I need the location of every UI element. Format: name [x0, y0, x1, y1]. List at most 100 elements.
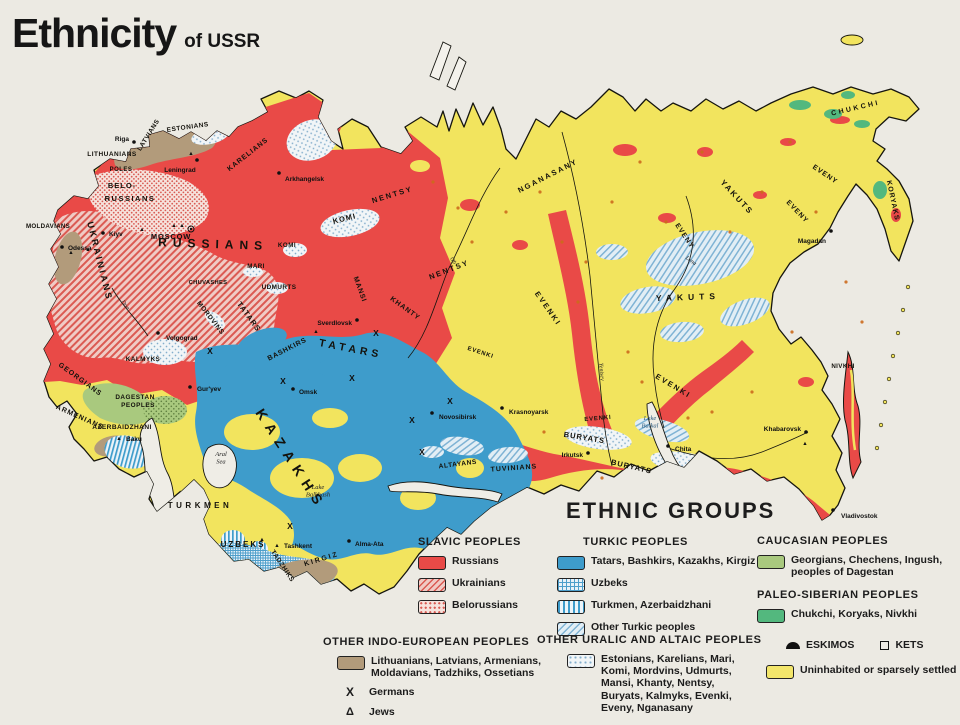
- title-sub: of USSR: [184, 31, 261, 52]
- settlement-dot: [844, 280, 848, 284]
- settlement-dot: [640, 380, 644, 384]
- germans-x-symbol: X: [349, 373, 355, 383]
- city-dot: [101, 231, 105, 235]
- river-label: Ob': [448, 256, 458, 267]
- settlement-dot: [728, 230, 732, 234]
- city-label: Irkutsk: [562, 452, 584, 459]
- city-label: Gur'yev: [197, 386, 221, 393]
- city-dot: [829, 229, 833, 233]
- region-georgians: [82, 383, 155, 425]
- city-triangle: ▲: [274, 543, 279, 549]
- region-label: PEOPLES: [121, 402, 155, 409]
- region-label: KOMI: [278, 242, 296, 249]
- capital-dot: [189, 227, 193, 231]
- settlement-dot: [638, 160, 642, 164]
- settlement-dot: [538, 190, 542, 194]
- city-label: Leningrad: [164, 167, 195, 174]
- settlement-dot: [760, 190, 764, 194]
- settlement-dot: [710, 410, 714, 414]
- settlement-dot: [860, 320, 864, 324]
- settlement-dot: [664, 220, 668, 224]
- region-belorussians: [88, 169, 209, 236]
- region-russians-lena-band: [640, 340, 754, 440]
- river-yenisey: [561, 131, 613, 467]
- settlement-dot: [431, 180, 435, 184]
- region-label: UZBEKS: [221, 540, 266, 549]
- region-kalmyks: [143, 339, 187, 365]
- city-dot: [156, 331, 160, 335]
- jews-triangle-symbol: ▲: [802, 441, 807, 447]
- river-amur: [667, 431, 809, 460]
- city-dot: [666, 444, 670, 448]
- jews-triangle-symbol: ▲: [68, 250, 73, 256]
- region-label: MOLDAVIANS: [26, 223, 70, 230]
- region-label: AZERBAIDZHANI: [92, 424, 151, 431]
- lakes: [139, 401, 687, 549]
- river-don: [111, 287, 149, 337]
- germans-x-symbol: X: [419, 447, 425, 457]
- settlement-dot: [560, 240, 564, 244]
- lake-balkhash: [387, 481, 503, 503]
- city-dot: [188, 385, 192, 389]
- city-dot: [132, 140, 136, 144]
- city-markers: Riga Leningrad MOSCOW Kiyv Odessa Arkhangelsk…: [60, 136, 878, 550]
- city-dot: [195, 158, 199, 162]
- region-label: ALTAYANS: [438, 459, 477, 471]
- kuril-islands: [874, 284, 911, 451]
- settlement-dot: [456, 206, 460, 210]
- germans-x-symbol: X: [280, 376, 286, 386]
- germans-x-symbol: X: [287, 521, 293, 531]
- city-label: Baku: [126, 436, 142, 443]
- germans-x-symbol: X: [207, 346, 213, 356]
- water-label: Lake Balkhash: [306, 484, 330, 499]
- region-label: DAGESTAN: [115, 394, 154, 401]
- region-label: RUSSIANS: [105, 194, 156, 203]
- jews-triangle-symbol: ▲: [313, 329, 318, 335]
- city-label: Magadan: [798, 238, 826, 245]
- title-main: Ethnicity: [12, 10, 177, 56]
- settlement-dot: [542, 430, 546, 434]
- settlement-dot: [584, 260, 588, 264]
- uralic-enclaves: [143, 243, 307, 365]
- settlement-dot: [686, 416, 690, 420]
- city-label: Volgograd: [166, 335, 198, 342]
- settlement-dot: [610, 200, 614, 204]
- region-label: BELO-: [108, 181, 136, 190]
- region-label: LITHUANIANS: [87, 151, 137, 158]
- tatar-bashkir-patches: [224, 327, 356, 378]
- settlement-dot: [576, 300, 580, 304]
- city-dot: [430, 411, 434, 415]
- aral-sea: [202, 443, 237, 489]
- region-label: UDMURTS: [262, 284, 297, 291]
- settlement-dots: [431, 140, 864, 480]
- city-triangle: ▲: [116, 436, 121, 442]
- region-label: CHUVASHES: [189, 280, 228, 286]
- river-ob: [407, 167, 501, 359]
- region-moldavians: [53, 231, 83, 285]
- region-komi: [320, 208, 380, 238]
- region-dagestan: [143, 396, 187, 424]
- settlement-dot: [504, 210, 508, 214]
- region-label: NIVKHI: [831, 363, 854, 370]
- region-russians-yenisey-band: [548, 210, 612, 446]
- city-label: Omsk: [299, 389, 317, 396]
- jews-triangle-symbol: ▲: [139, 227, 144, 233]
- settlement-dot: [790, 330, 794, 334]
- jews-triangle-symbol: ▲: [85, 247, 90, 253]
- jews-triangle-symbol: ▲: [259, 537, 264, 543]
- jews-triangle-symbol: ▲: [171, 223, 176, 229]
- region-label: KALMYKS: [126, 356, 161, 363]
- city-label: Sverdlovsk: [317, 320, 352, 327]
- capital-marker: [187, 225, 195, 233]
- city-label: Arkhangelsk: [285, 176, 324, 183]
- city-label: MOSCOW: [151, 232, 191, 241]
- city-dot: [60, 245, 64, 249]
- region-label: MARI: [247, 263, 264, 270]
- region-label: TUVINIANS: [490, 463, 537, 473]
- city-dot: [500, 406, 504, 410]
- city-label: Vladivostok: [841, 513, 878, 520]
- region-label: ESTONIANS: [166, 121, 209, 134]
- city-dot: [277, 171, 281, 175]
